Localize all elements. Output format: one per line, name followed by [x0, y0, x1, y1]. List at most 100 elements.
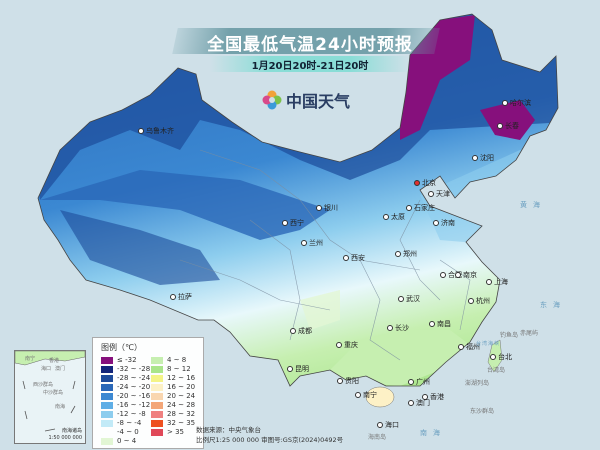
city-name: 兰州: [309, 239, 323, 247]
city-name: 昆明: [295, 365, 309, 373]
city-name: 西安: [351, 254, 365, 262]
city-dot-icon: [468, 298, 474, 304]
legend-swatch: [101, 419, 113, 427]
city-dot-icon: [455, 272, 461, 278]
city-dot-icon: [422, 394, 428, 400]
legend-label: 32 ~ 35: [167, 419, 196, 427]
city-name: 杭州: [476, 297, 490, 305]
legend-label: 4 ~ 8: [167, 356, 187, 364]
city-name: 银川: [324, 204, 338, 212]
legend-swatch: [151, 374, 163, 382]
city-label: 重庆: [336, 340, 358, 350]
inset-label: 西沙群岛: [33, 382, 54, 388]
city-label: 沈阳: [472, 153, 494, 163]
city-dot-icon: [387, 325, 393, 331]
city-dot-icon: [170, 294, 176, 300]
city-label: 西宁: [282, 218, 304, 228]
legend-item: 20 ~ 24: [151, 392, 195, 400]
legend-swatch: [151, 419, 163, 427]
city-name: 长沙: [395, 324, 409, 332]
legend-label: 16 ~ 20: [167, 383, 196, 391]
legend-label: ≤ -32: [117, 356, 137, 364]
legend-item: -20 ~ -16: [101, 392, 150, 400]
city-dot-icon: [301, 240, 307, 246]
city-dot-icon: [414, 180, 420, 186]
city-label: 济南: [433, 218, 455, 228]
legend-label: 20 ~ 24: [167, 392, 196, 400]
legend-item: -24 ~ -20: [101, 383, 150, 391]
city-label: 成都: [290, 326, 312, 336]
city-name: 济南: [441, 219, 455, 227]
city-label: 西安: [343, 253, 365, 263]
city-label: 南京: [455, 270, 477, 280]
city-dot-icon: [395, 251, 401, 257]
city-dot-icon: [138, 128, 144, 134]
city-name: 石家庄: [414, 204, 435, 212]
city-label: 南宁: [355, 390, 377, 400]
city-dot-icon: [408, 400, 414, 406]
city-name: 沈阳: [480, 154, 494, 162]
city-dot-icon: [440, 272, 446, 278]
pinwheel-logo-icon: [262, 90, 282, 110]
city-dot-icon: [337, 378, 343, 384]
city-name: 郑州: [403, 250, 417, 258]
city-dot-icon: [383, 214, 389, 220]
legend-label: -12 ~ -8: [117, 410, 146, 418]
legend-swatch: [151, 410, 163, 418]
legend-item: -8 ~ -4: [101, 419, 141, 427]
legend-item: 12 ~ 16: [151, 374, 195, 382]
legend-label: 12 ~ 16: [167, 374, 196, 382]
city-dot-icon: [472, 155, 478, 161]
sea-label: 台湾海峡: [476, 341, 501, 347]
city-name: 太原: [391, 213, 405, 221]
city-label: 福州: [458, 342, 480, 352]
city-name: 长春: [505, 122, 519, 130]
hainan-island: [365, 386, 395, 408]
city-label: 武汉: [398, 294, 420, 304]
city-name: 台北: [498, 353, 512, 361]
city-dot-icon: [316, 205, 322, 211]
city-dot-icon: [428, 191, 434, 197]
logo: 中国天气: [262, 88, 350, 112]
city-name: 南宁: [363, 391, 377, 399]
city-name: 广州: [416, 378, 430, 386]
inset-name: 南海诸岛: [61, 428, 82, 434]
legend-label: 28 ~ 32: [167, 410, 196, 418]
legend-item: 16 ~ 20: [151, 383, 195, 391]
legend-item: ≤ -32: [101, 356, 137, 364]
city-name: 天津: [436, 190, 450, 198]
legend-title: 图例（℃）: [101, 343, 142, 352]
legend-item: 8 ~ 12: [151, 365, 191, 373]
legend-swatch: [151, 428, 163, 436]
city-label: 银川: [316, 203, 338, 213]
city-label: 长沙: [387, 323, 409, 333]
legend-swatch: [101, 401, 113, 409]
city-label: 太原: [383, 212, 405, 222]
legend-swatch: [101, 437, 113, 445]
city-name: 乌鲁木齐: [146, 127, 174, 135]
island-label: 海南岛: [368, 434, 387, 441]
city-dot-icon: [343, 255, 349, 261]
sea-label: 南海: [420, 429, 446, 437]
city-dot-icon: [377, 422, 383, 428]
legend-item: 24 ~ 28: [151, 401, 195, 409]
legend-swatch: [151, 365, 163, 373]
city-label: 广州: [408, 377, 430, 387]
legend-label: -4 ~ 0: [117, 428, 139, 436]
legend-label: -28 ~ -24: [117, 374, 151, 382]
legend-item: > 35: [151, 428, 184, 436]
city-label: 石家庄: [406, 203, 435, 213]
subtitle-banner: [210, 56, 410, 72]
city-dot-icon: [433, 220, 439, 226]
inset-label: 中沙群岛: [43, 390, 64, 396]
city-label: 上海: [486, 277, 508, 287]
logo-text: 中国天气: [286, 92, 351, 111]
legend-item: 4 ~ 8: [151, 356, 186, 364]
legend-swatch: [101, 410, 113, 418]
legend-swatch: [151, 356, 163, 364]
city-dot-icon: [398, 296, 404, 302]
legend-swatch: [101, 429, 113, 436]
inset-label: 澳门: [55, 366, 66, 372]
city-label: 昆明: [287, 364, 309, 374]
legend-swatch: [151, 401, 163, 409]
